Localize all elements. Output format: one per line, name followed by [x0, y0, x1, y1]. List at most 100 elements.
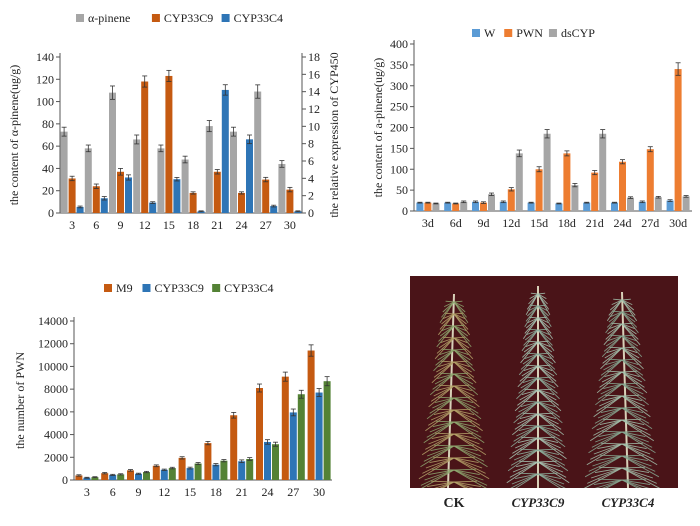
- pine-needle: [621, 394, 640, 397]
- pine-needle: [453, 433, 487, 456]
- pine-needle: [537, 472, 558, 475]
- pine-needle: [601, 335, 623, 358]
- pine-needle: [537, 412, 554, 415]
- pine-needle: [621, 467, 650, 474]
- legend-label: CYP33C4: [224, 281, 273, 295]
- legend-label: CYP33C9: [154, 281, 203, 295]
- pine-needle: [520, 341, 539, 364]
- pine-needle: [511, 473, 539, 485]
- pine-needle: [597, 478, 623, 481]
- pine-needle: [621, 347, 644, 370]
- pine-needle: [453, 361, 472, 373]
- pine-needle: [530, 292, 539, 295]
- pine-needle: [420, 469, 455, 486]
- pine-needle: [521, 329, 539, 352]
- pine-needle: [526, 329, 539, 336]
- pine-needle: [435, 420, 455, 423]
- pine-needle: [621, 347, 640, 359]
- pine-needle: [425, 409, 455, 432]
- y-tick-label: 2000: [44, 450, 68, 464]
- pine-needle: [611, 322, 623, 325]
- pine-needle: [595, 383, 623, 406]
- pine-needle: [438, 313, 455, 336]
- pine-needle: [621, 406, 641, 409]
- pine-needle: [453, 457, 479, 464]
- y-tick-label: 8000: [44, 382, 68, 396]
- bar-pwn: [452, 203, 460, 211]
- bar--pinene: [181, 159, 189, 213]
- pine-needle: [453, 349, 469, 356]
- pine-needle: [621, 455, 656, 472]
- pine-needle: [523, 365, 539, 372]
- pine-needle: [528, 328, 539, 331]
- pine-needle: [621, 311, 634, 318]
- pine-needle: [598, 466, 623, 469]
- pine-needle: [621, 466, 646, 469]
- pine-needle: [453, 408, 472, 411]
- pine-needle: [453, 349, 471, 361]
- y-tick-label: 300: [390, 79, 408, 93]
- x-tick-label: 27: [287, 485, 299, 499]
- pine-needle: [428, 469, 455, 476]
- pine-needle: [609, 346, 623, 349]
- pine-needle: [440, 337, 455, 344]
- pine-needle: [436, 361, 455, 373]
- pine-needle: [588, 455, 623, 472]
- x-tick-label: 3: [69, 218, 75, 232]
- pine-needle: [428, 433, 455, 445]
- pine-needle: [520, 377, 539, 389]
- pine-needle: [453, 420, 473, 423]
- bar-pwn: [535, 169, 543, 211]
- pine-needle: [453, 457, 490, 480]
- pine-needle: [537, 389, 555, 396]
- pine-needle: [430, 409, 455, 421]
- pine-needle: [603, 359, 623, 371]
- bar-cyp33c9: [238, 192, 245, 213]
- pine-needle: [437, 373, 455, 380]
- pine-needle: [441, 325, 455, 332]
- pine-needle: [453, 421, 479, 433]
- pine-needle: [537, 317, 554, 340]
- pine-needle: [537, 473, 568, 490]
- pine-needle: [512, 461, 539, 473]
- pine-needle: [604, 347, 623, 359]
- pine-needle: [521, 424, 539, 427]
- pine-needle: [586, 443, 623, 466]
- bar--pinene: [278, 163, 286, 213]
- pine-needle: [436, 385, 455, 392]
- pine-needle: [598, 431, 623, 438]
- pine-needle: [537, 352, 550, 355]
- pine-needle: [439, 372, 455, 375]
- y-tick-label: 80: [42, 117, 54, 131]
- pine-needle: [537, 448, 556, 451]
- pine-needle: [537, 461, 560, 468]
- pine-needle: [527, 340, 539, 343]
- bar-m9: [256, 388, 263, 480]
- pine-needle: [425, 433, 455, 450]
- bar-pwn: [480, 202, 487, 211]
- pine-needle: [621, 335, 639, 347]
- pine-needle: [621, 418, 642, 421]
- pine-needle: [453, 444, 475, 447]
- pine-needle: [621, 407, 653, 430]
- y2-tick-label: 6: [308, 154, 314, 168]
- pine-needle: [442, 313, 455, 320]
- pine-needle: [621, 299, 633, 306]
- pine-needle: [453, 300, 463, 303]
- bar-dscyp: [515, 153, 523, 211]
- pine-needle: [515, 473, 539, 480]
- bar-cyp33c4: [149, 202, 157, 213]
- pine-needle: [453, 325, 467, 332]
- bar--pinene: [133, 139, 141, 213]
- pine-needle: [610, 311, 623, 318]
- bar-w: [611, 202, 618, 211]
- legend-swatch: [548, 29, 557, 37]
- x-tick-label: 24: [262, 485, 274, 499]
- x-tick-label: 21d: [586, 216, 604, 230]
- pine-needle: [434, 397, 455, 404]
- bar-cyp33c9: [262, 179, 270, 213]
- x-tick-label: 6d: [450, 216, 462, 230]
- bar-cyp33c4: [246, 458, 254, 480]
- x-tick-label: 6: [93, 218, 99, 232]
- bar-w: [555, 203, 563, 211]
